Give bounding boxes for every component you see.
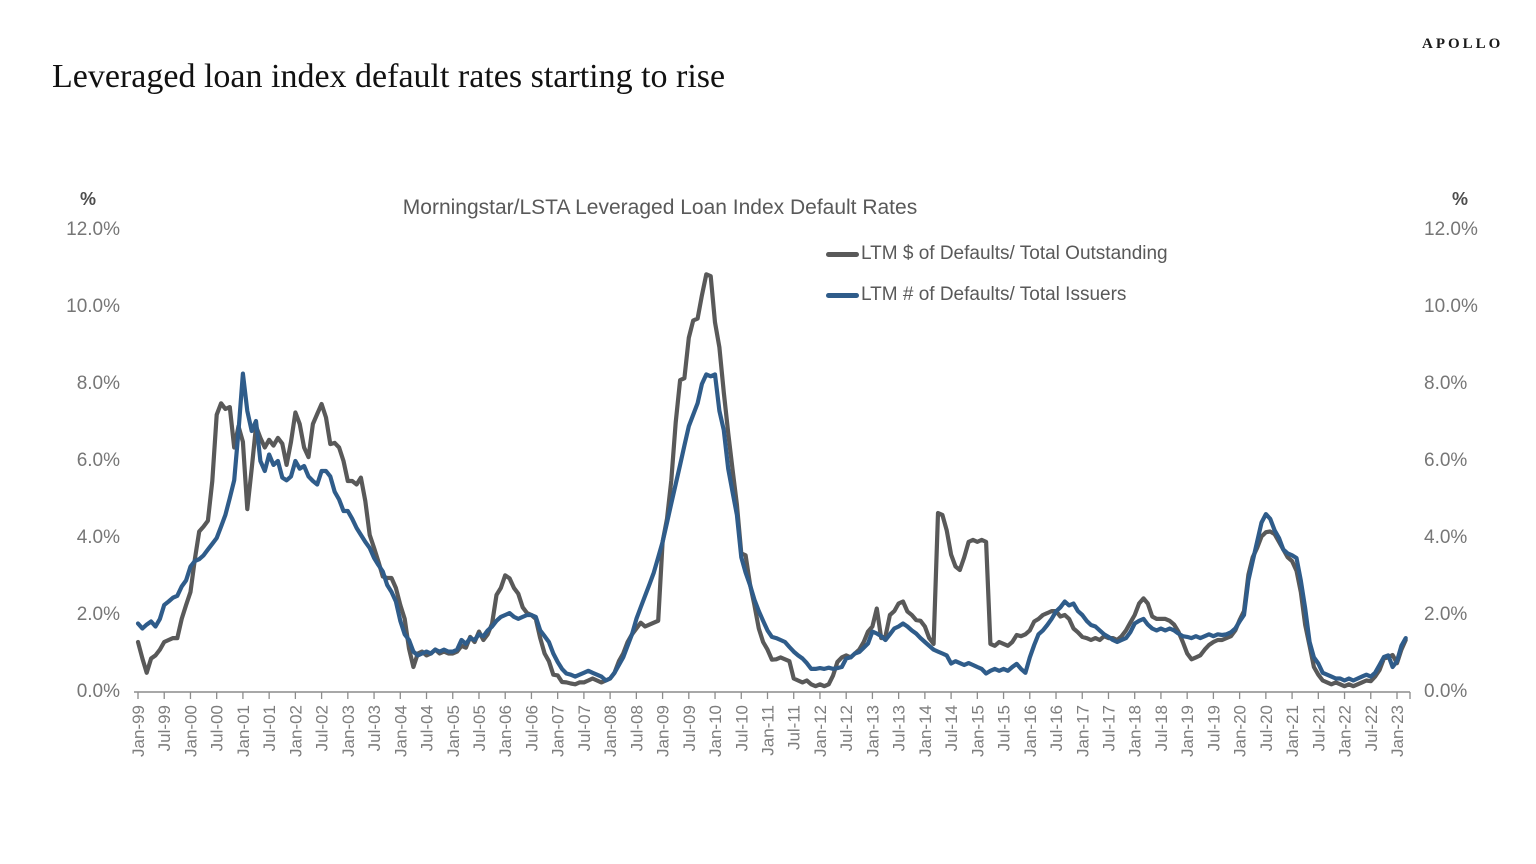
- x-tick-label: Jan-23: [1388, 705, 1407, 757]
- x-tick-label: Jul-02: [313, 705, 332, 751]
- x-tick-label: Jul-20: [1257, 705, 1276, 751]
- y-tick-label: 10.0%: [1424, 296, 1478, 317]
- y-axis-labels-right: 0.0% 2.0% 4.0% 6.0% 8.0% 10.0% 12.0%: [1424, 0, 1516, 864]
- x-tick-label: Jan-11: [759, 705, 778, 756]
- x-tick-label: Jan-15: [968, 705, 987, 757]
- x-tick-label: Jul-10: [732, 705, 751, 751]
- x-tick-label: Jan-05: [444, 705, 463, 757]
- x-tick-label: Jul-15: [995, 705, 1014, 751]
- y-tick-label: 2.0%: [76, 604, 120, 625]
- x-tick-label: Jul-12: [837, 705, 856, 751]
- x-tick-label: Jan-09: [654, 705, 673, 757]
- x-tick-label: Jul-18: [1152, 705, 1171, 751]
- x-tick-label: Jul-17: [1100, 705, 1119, 751]
- x-tick-label: Jul-03: [365, 705, 384, 751]
- x-tick-label: Jan-12: [811, 705, 830, 757]
- x-tick-label: Jul-01: [260, 705, 279, 751]
- x-tick-label: Jan-08: [601, 705, 620, 757]
- x-tick-label: Jan-02: [286, 705, 305, 757]
- y-axis-unit-right: %: [1452, 189, 1469, 209]
- x-tick-label: Jul-16: [1047, 705, 1066, 751]
- y-tick-label: 12.0%: [1424, 219, 1478, 240]
- y-tick-label: 8.0%: [76, 373, 120, 394]
- y-axis-labels-left: 0.0% 2.0% 4.0% 6.0% 8.0% 10.0% 12.0%: [28, 0, 120, 864]
- series-line-ltm-dollar-defaults: [135, 272, 1408, 689]
- chart-title: Morningstar/LSTA Leveraged Loan Index De…: [402, 196, 918, 219]
- y-tick-label: 0.0%: [1424, 681, 1468, 702]
- x-tick-label: Jan-04: [391, 705, 410, 757]
- x-tick-label: Jul-13: [890, 705, 909, 751]
- x-tick-label: Jan-99: [129, 705, 148, 757]
- x-tick-label: Jan-20: [1231, 705, 1250, 757]
- x-tick-label: Jul-05: [470, 705, 489, 751]
- x-tick-label: Jan-22: [1336, 705, 1355, 757]
- y-tick-label: 0.0%: [76, 681, 120, 702]
- x-tick-label: Jul-08: [627, 705, 646, 751]
- x-tick-label: Jan-06: [496, 705, 515, 757]
- x-tick-label: Jan-07: [549, 705, 568, 757]
- x-tick-label: Jul-07: [575, 705, 594, 751]
- x-tick-label: Jul-04: [418, 705, 437, 751]
- x-tick-label: Jul-99: [155, 705, 174, 751]
- x-tick-label: Jan-18: [1126, 705, 1145, 757]
- x-tick-label: Jul-09: [680, 705, 699, 751]
- legend-item-issuer-defaults: LTM # of Defaults/ Total Issuers: [826, 281, 1168, 309]
- x-tick-label: Jan-14: [916, 705, 935, 757]
- x-tick-label: Jul-22: [1362, 705, 1381, 751]
- y-tick-label: 12.0%: [66, 219, 120, 240]
- series-line-ltm-issuer-defaults: [135, 371, 1408, 683]
- x-tick-label: Jul-00: [208, 705, 227, 751]
- x-tick-label: Jan-17: [1073, 705, 1092, 757]
- legend-label-issuer-defaults: LTM # of Defaults/ Total Issuers: [861, 284, 1127, 305]
- y-tick-label: 4.0%: [76, 527, 120, 548]
- legend-item-dollar-defaults: LTM $ of Defaults/ Total Outstanding: [826, 240, 1168, 268]
- legend-line-swatch-blue: [826, 292, 859, 298]
- x-tick-label: Jul-11: [785, 705, 804, 750]
- x-tick-label: Jul-06: [522, 705, 541, 751]
- x-tick-label: Jan-13: [863, 705, 882, 757]
- x-tick-label: Jan-03: [339, 705, 358, 757]
- x-tick-label: Jul-21: [1309, 705, 1328, 751]
- y-tick-label: 4.0%: [1424, 527, 1468, 548]
- x-tick-label: Jan-19: [1178, 705, 1197, 757]
- x-tick-label: Jan-00: [182, 705, 201, 757]
- y-axis-unit-left: %: [79, 189, 96, 209]
- x-tick-label: Jan-01: [234, 705, 253, 757]
- legend-label-dollar-defaults: LTM $ of Defaults/ Total Outstanding: [861, 243, 1168, 264]
- x-tick-label: Jan-10: [706, 705, 725, 757]
- legend-line-swatch-gray: [826, 251, 859, 257]
- y-tick-label: 6.0%: [1424, 450, 1468, 471]
- x-tick-label: Jan-16: [1021, 705, 1040, 757]
- page-title: Leveraged loan index default rates start…: [52, 58, 726, 95]
- x-tick-label: Jan-21: [1283, 705, 1302, 757]
- apollo-logo: APOLLO: [1422, 36, 1504, 52]
- y-tick-label: 10.0%: [66, 296, 120, 317]
- x-tick-label: Jul-14: [942, 705, 961, 751]
- chart-legend: LTM $ of Defaults/ Total Outstanding LTM…: [826, 240, 1168, 322]
- y-tick-label: 8.0%: [1424, 373, 1468, 394]
- x-tick-label: Jul-19: [1204, 705, 1223, 751]
- y-tick-label: 6.0%: [76, 450, 120, 471]
- y-tick-label: 2.0%: [1424, 604, 1468, 625]
